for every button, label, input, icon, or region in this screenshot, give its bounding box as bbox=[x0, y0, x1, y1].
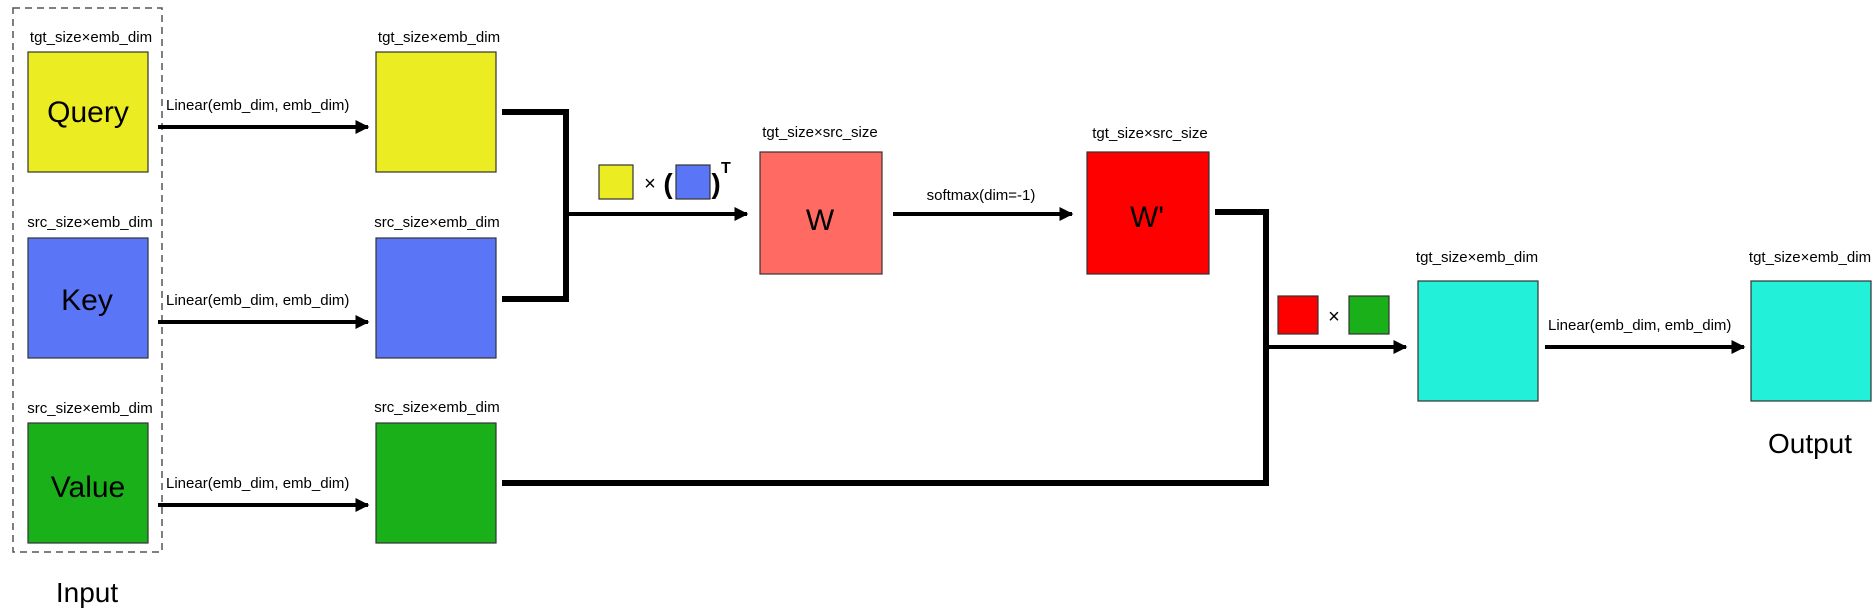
query-label: Query bbox=[47, 96, 129, 129]
wprime-label: W' bbox=[1130, 201, 1164, 234]
attn-box bbox=[1418, 281, 1538, 401]
v-proj-box bbox=[376, 423, 496, 543]
wprime-shape-label: tgt_size×src_size bbox=[1092, 125, 1207, 142]
softmax-label: softmax(dim=-1) bbox=[927, 187, 1036, 204]
formula-q-swatch bbox=[599, 165, 633, 199]
output-formula-v-swatch bbox=[1349, 296, 1389, 334]
k-proj-box bbox=[376, 238, 496, 358]
q-proj-shape-label: tgt_size×emb_dim bbox=[378, 29, 500, 46]
key-linear-label: Linear(emb_dim, emb_dim) bbox=[166, 292, 349, 309]
q-proj-box bbox=[376, 52, 496, 172]
attn-shape-label: tgt_size×emb_dim bbox=[1416, 249, 1538, 266]
v-proj-shape-label: src_size×emb_dim bbox=[374, 399, 499, 416]
formula-close-paren: ) bbox=[711, 168, 720, 199]
output-linear-label: Linear(emb_dim, emb_dim) bbox=[1548, 317, 1731, 334]
value-linear-label: Linear(emb_dim, emb_dim) bbox=[166, 475, 349, 492]
output-box bbox=[1751, 281, 1871, 401]
key-label: Key bbox=[61, 284, 113, 317]
value-shape-label: src_size×emb_dim bbox=[27, 400, 152, 417]
formula-k-swatch bbox=[676, 165, 710, 199]
formula-open-paren: ( bbox=[663, 168, 673, 199]
output-shape-label: tgt_size×emb_dim bbox=[1749, 249, 1871, 266]
w-label: W bbox=[806, 204, 835, 237]
output-formula-times: × bbox=[1328, 306, 1340, 328]
key-shape-label: src_size×emb_dim bbox=[27, 214, 152, 231]
formula-times: × bbox=[644, 173, 656, 195]
value-label: Value bbox=[51, 471, 126, 504]
w-shape-label: tgt_size×src_size bbox=[762, 124, 877, 141]
q-k-merge-line bbox=[502, 112, 566, 299]
output-label: Output bbox=[1768, 428, 1852, 459]
input-group-label: Input bbox=[56, 577, 118, 608]
query-linear-label: Linear(emb_dim, emb_dim) bbox=[166, 97, 349, 114]
formula-transpose-sup: T bbox=[721, 160, 731, 177]
output-formula-wprime-swatch bbox=[1278, 296, 1318, 334]
query-shape-label: tgt_size×emb_dim bbox=[30, 29, 152, 46]
k-proj-shape-label: src_size×emb_dim bbox=[374, 214, 499, 231]
